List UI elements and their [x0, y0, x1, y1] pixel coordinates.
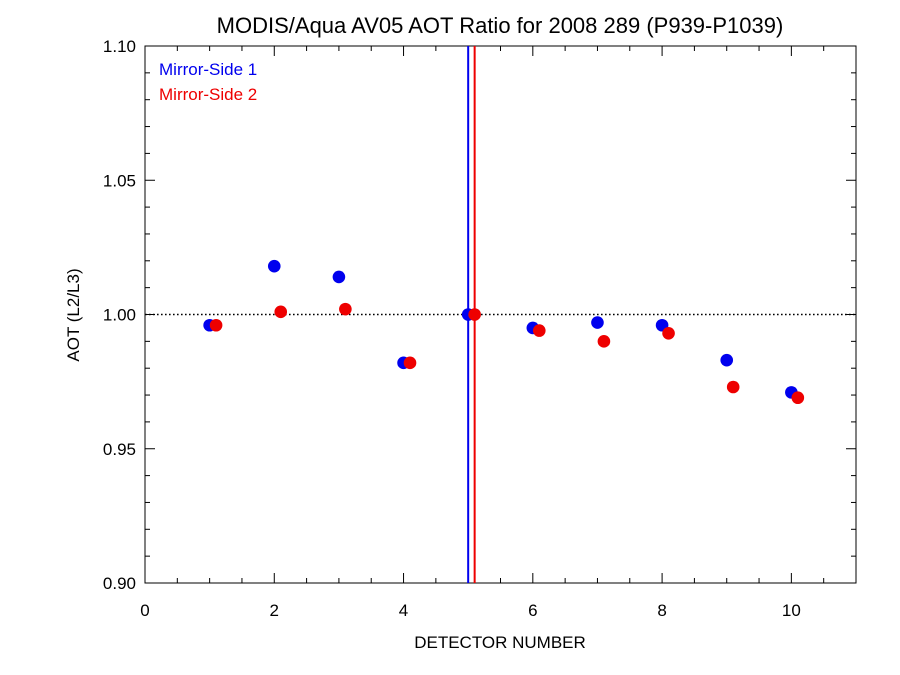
y-tick-label: 1.10 [103, 37, 136, 56]
x-tick-label: 6 [528, 601, 537, 620]
mirror-side-2-point [339, 302, 352, 316]
x-tick-label: 0 [140, 601, 149, 620]
mirror-side-2-point [532, 324, 546, 337]
x-axis-label: DETECTOR NUMBER [414, 633, 586, 652]
mirror-side-1-point [267, 259, 281, 273]
mirror-side-1-point [591, 316, 604, 329]
y-axis-label: AOT (L2/L3) [64, 268, 83, 361]
y-tick-label: 0.95 [103, 440, 136, 459]
mirror-side-2-point [209, 318, 223, 332]
mirror-side-2-point [403, 356, 417, 370]
y-tick-label: 1.05 [103, 171, 136, 190]
mirror-side-2-point [468, 308, 481, 321]
x-tick-label: 4 [399, 601, 408, 620]
mirror-side-1-point [720, 353, 734, 367]
y-tick-label: 0.90 [103, 574, 136, 593]
x-tick-label: 10 [782, 601, 801, 620]
mirror-side-2-point [791, 391, 805, 405]
mirror-side-2-point [274, 305, 288, 319]
mirror-side-2-point [726, 380, 740, 394]
legend: Mirror-Side 1 Mirror-Side 2 [159, 60, 257, 104]
mirror-side-2-point [662, 326, 675, 340]
chart-title: MODIS/Aqua AV05 AOT Ratio for 2008 289 (… [217, 13, 784, 38]
x-tick-label: 8 [657, 601, 666, 620]
mirror-side-2-point [597, 335, 611, 348]
mirror-side-1-point [332, 270, 346, 284]
data-points-layer [203, 259, 805, 405]
y-tick-label: 1.00 [103, 306, 136, 325]
legend-entry-mirror-side-2: Mirror-Side 2 [159, 85, 257, 104]
reference-lines-layer [145, 46, 856, 583]
legend-entry-mirror-side-1: Mirror-Side 1 [159, 60, 257, 79]
x-tick-label: 2 [270, 601, 279, 620]
